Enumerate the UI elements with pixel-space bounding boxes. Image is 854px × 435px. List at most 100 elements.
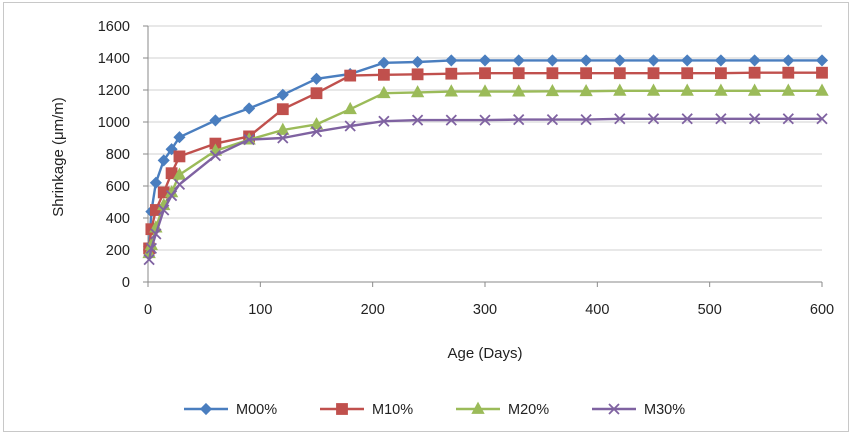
data-point xyxy=(478,54,492,67)
data-point xyxy=(173,178,186,191)
x-tick-label: 100 xyxy=(248,302,272,318)
data-point xyxy=(209,114,222,127)
legend-marker xyxy=(471,401,485,414)
data-point xyxy=(157,154,170,167)
legend-marker xyxy=(336,403,348,415)
data-point xyxy=(512,84,526,97)
data-point xyxy=(545,83,560,97)
y-tick-label: 1200 xyxy=(98,83,130,99)
data-point xyxy=(646,83,661,96)
data-point xyxy=(410,85,425,98)
data-point xyxy=(681,67,694,80)
data-point xyxy=(377,68,390,81)
data-point xyxy=(816,66,828,79)
data-point xyxy=(715,67,727,80)
data-point xyxy=(647,67,660,80)
y-tick-label: 200 xyxy=(106,243,130,259)
data-point xyxy=(150,228,162,240)
data-point xyxy=(579,83,593,97)
data-point xyxy=(816,113,828,125)
data-point xyxy=(512,67,525,80)
data-point xyxy=(149,176,162,189)
data-point xyxy=(173,150,186,163)
x-tick-label: 600 xyxy=(810,302,834,318)
legend-marker xyxy=(199,402,213,416)
data-point xyxy=(815,54,829,67)
legend: M00% M10% M20% M30% xyxy=(184,401,685,418)
data-point xyxy=(343,101,357,115)
data-point xyxy=(344,120,356,132)
y-tick-label: 800 xyxy=(106,147,130,163)
tick-labels: 0 200 400 600 800 1000 1200 1400 1600 0 100 200 300 4… xyxy=(98,19,834,318)
x-tick-label: 400 xyxy=(585,302,609,318)
y-tick-label: 1000 xyxy=(98,115,130,131)
data-point xyxy=(411,55,424,69)
data-point xyxy=(714,83,728,96)
data-point xyxy=(680,83,694,96)
legend-entry: M20% xyxy=(456,401,549,418)
data-point xyxy=(173,131,186,144)
data-point xyxy=(209,149,222,162)
data-point xyxy=(310,72,323,85)
data-point xyxy=(158,204,170,216)
x-tick-label: 200 xyxy=(361,302,385,318)
data-point xyxy=(614,113,626,125)
series-lines xyxy=(142,54,829,266)
x-tick-label: 0 xyxy=(144,302,152,318)
data-point xyxy=(782,54,795,67)
data-point xyxy=(782,113,794,125)
series-M00% xyxy=(143,54,829,253)
data-point xyxy=(243,102,256,115)
x-tick-label: 300 xyxy=(473,302,497,318)
data-point xyxy=(647,54,660,67)
data-point xyxy=(377,85,391,99)
data-point xyxy=(276,122,290,135)
data-point xyxy=(344,69,357,82)
data-point xyxy=(444,84,458,97)
data-point xyxy=(613,67,626,80)
data-point xyxy=(647,113,660,125)
data-point xyxy=(815,83,829,96)
y-tick-label: 1400 xyxy=(98,51,130,67)
data-point xyxy=(310,87,323,100)
legend-label: M20% xyxy=(508,402,549,418)
data-point xyxy=(309,117,324,130)
data-point xyxy=(479,114,491,126)
data-point xyxy=(748,54,761,67)
data-point xyxy=(277,132,289,144)
data-point xyxy=(580,54,593,67)
data-point xyxy=(165,189,178,202)
series-line xyxy=(147,89,822,254)
data-point xyxy=(546,113,559,126)
legend-label: M10% xyxy=(372,402,413,418)
data-point xyxy=(781,83,795,96)
data-point xyxy=(411,114,424,126)
legend-label: M00% xyxy=(236,402,277,418)
x-tick-label: 500 xyxy=(698,302,722,318)
data-point xyxy=(513,113,525,126)
y-tick-label: 400 xyxy=(106,211,130,227)
y-tick-label: 0 xyxy=(122,275,130,291)
data-point xyxy=(580,67,592,80)
data-point xyxy=(681,113,693,125)
data-point xyxy=(512,54,525,67)
data-point xyxy=(310,125,323,138)
data-point xyxy=(445,54,458,67)
data-point xyxy=(276,88,289,101)
x-axis-title: Age (Days) xyxy=(447,345,522,362)
y-tick-label: 1600 xyxy=(98,19,130,35)
data-point xyxy=(613,54,626,67)
data-point xyxy=(748,66,761,79)
data-point xyxy=(748,113,761,125)
data-point xyxy=(747,83,762,96)
data-point xyxy=(613,83,627,96)
data-point xyxy=(445,67,458,80)
data-point xyxy=(172,167,187,180)
data-point xyxy=(411,68,424,81)
data-point xyxy=(478,84,492,97)
data-point xyxy=(243,133,255,146)
data-point xyxy=(276,103,289,116)
data-point xyxy=(546,54,559,67)
data-point xyxy=(445,114,457,126)
legend-marker xyxy=(608,403,620,415)
